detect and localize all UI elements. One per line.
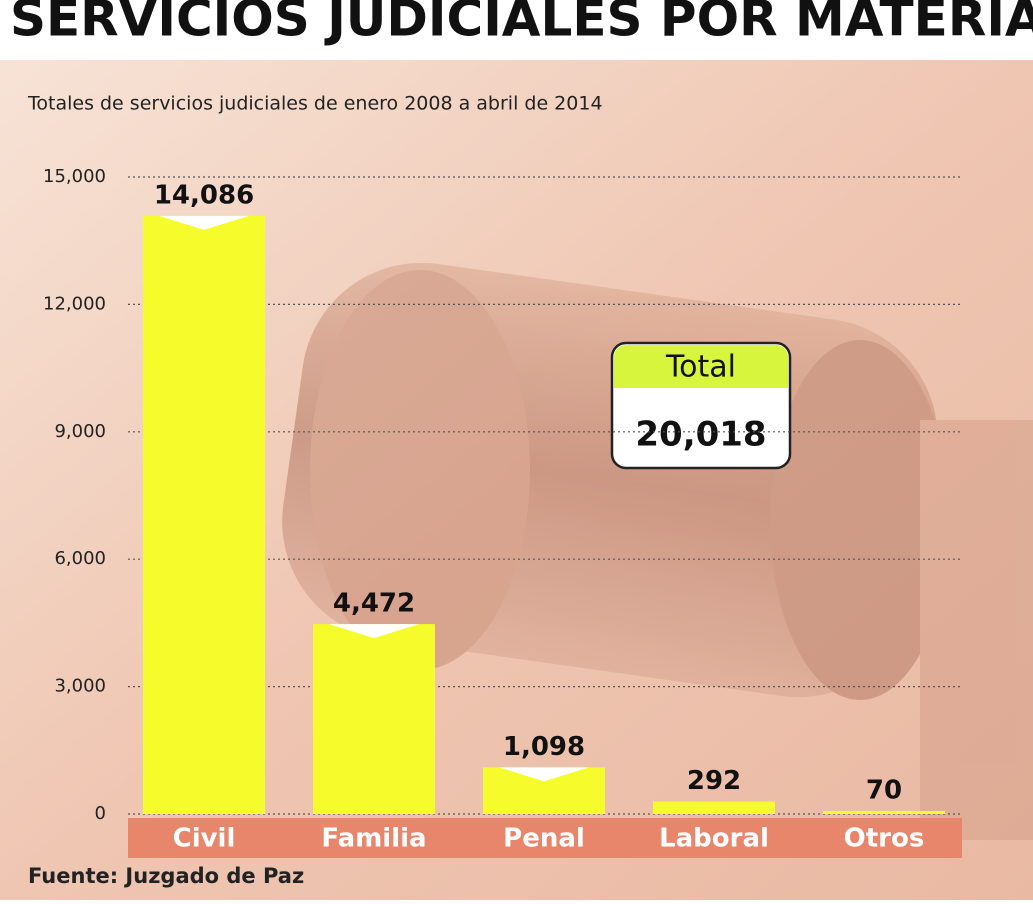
value-label: 292 xyxy=(687,766,741,796)
bar xyxy=(143,215,265,815)
value-label: 14,086 xyxy=(154,180,254,210)
x-tick-label: Laboral xyxy=(659,824,769,854)
category-strip xyxy=(128,818,962,858)
y-tick-label: 15,000 xyxy=(43,166,106,187)
value-label: 70 xyxy=(866,776,902,806)
source-note: Fuente: Juzgado de Paz xyxy=(28,864,304,888)
y-tick-label: 3,000 xyxy=(54,676,106,697)
gavel-illustration xyxy=(282,262,1033,840)
bar xyxy=(653,801,775,814)
x-tick-label: Otros xyxy=(844,824,925,854)
value-label: 4,472 xyxy=(333,589,415,619)
total-box-header xyxy=(614,345,788,388)
total-value: 20,018 xyxy=(635,415,766,455)
bar-notch xyxy=(329,624,419,639)
y-tick-label: 9,000 xyxy=(54,421,106,442)
y-tick-label: 12,000 xyxy=(43,293,106,314)
total-box: Total 20,018 xyxy=(610,341,792,470)
x-tick-label: Familia xyxy=(321,824,426,854)
x-tick-label: Civil xyxy=(173,824,236,854)
bar-notch xyxy=(159,215,249,230)
total-label: Total xyxy=(665,350,736,385)
chart-subtitle: Totales de servicios judiciales de enero… xyxy=(27,93,603,115)
bar xyxy=(823,811,945,814)
x-tick-label: Penal xyxy=(503,824,585,854)
chart-title: SERVICIOS JUDICIALES POR MATERIA xyxy=(10,0,1033,48)
y-tick-label: 6,000 xyxy=(54,548,106,569)
bar-notch xyxy=(499,767,589,782)
value-label: 1,098 xyxy=(503,732,585,762)
bar xyxy=(313,624,435,814)
y-tick-label: 0 xyxy=(95,803,106,824)
